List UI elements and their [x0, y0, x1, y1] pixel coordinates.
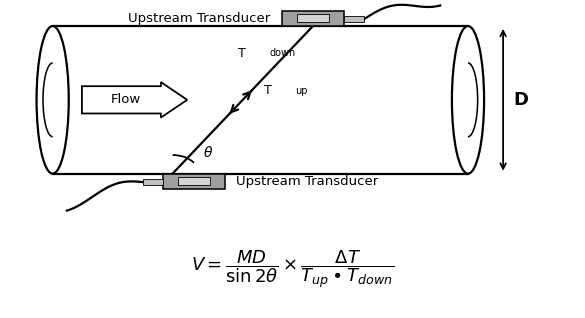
Bar — [163, 174, 225, 189]
FancyArrow shape — [82, 82, 187, 118]
Text: Flow: Flow — [111, 93, 141, 106]
Bar — [297, 14, 329, 22]
Bar — [143, 179, 163, 185]
Ellipse shape — [36, 26, 69, 174]
Text: down: down — [269, 48, 295, 58]
Text: T: T — [238, 47, 246, 60]
Text: $\theta$: $\theta$ — [202, 145, 213, 160]
Text: Upstream Transducer: Upstream Transducer — [128, 12, 270, 25]
Text: up: up — [295, 86, 308, 95]
Bar — [178, 177, 210, 185]
Text: Upstream Transducer: Upstream Transducer — [236, 175, 378, 188]
Ellipse shape — [452, 26, 484, 174]
Bar — [283, 11, 344, 26]
Text: D: D — [513, 91, 528, 109]
Bar — [344, 16, 364, 22]
Text: $V = \dfrac{MD}{\sin 2\theta} \times \dfrac{\Delta T}{T_{up} \bullet T_{down}}$: $V = \dfrac{MD}{\sin 2\theta} \times \df… — [191, 248, 394, 290]
Text: T: T — [264, 84, 272, 97]
